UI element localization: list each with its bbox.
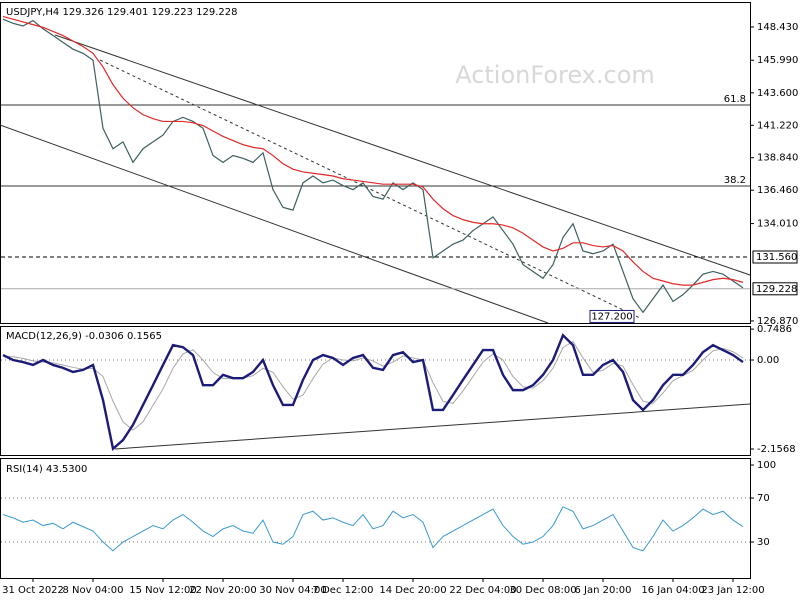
macd-frame [0, 326, 751, 456]
annotation-box [589, 309, 635, 323]
panel-header: USDJPY,H4 129.326 129.401 129.223 129.22… [6, 7, 237, 18]
x-tick-label: 23 Jan 12:00 [701, 585, 764, 596]
y-tick-label: 100 [757, 460, 776, 471]
watermark: ActionForex.com [455, 61, 655, 89]
annotation-label: 127.200 [591, 311, 632, 322]
panel-title: USDJPY,H4 [6, 7, 59, 18]
panel-reading: 43.5300 [46, 464, 87, 475]
fib-label: 38.2 [724, 175, 746, 186]
price-box [752, 282, 798, 296]
rsi-frame [0, 458, 751, 579]
panel-header: MACD(12,26,9) -0.0306 0.1565 [6, 331, 162, 342]
panel-reading: 129.326 [62, 7, 103, 18]
x-tick-label: 31 Oct 2022 [2, 585, 64, 596]
y-tick-label: 138.840 [757, 153, 798, 164]
panel-title: RSI(14) [6, 464, 43, 475]
fib-label: 61.8 [724, 94, 746, 105]
price-box-label: 129.228 [756, 284, 797, 295]
panel-header: RSI(14) 43.5300 [6, 464, 87, 475]
y-tick-label: 148.430 [757, 22, 798, 33]
y-tick-label: 30 [757, 537, 770, 548]
series-line [2, 506, 744, 552]
panel-reading: 0.1565 [127, 331, 162, 342]
channel-lower [0, 124, 549, 324]
price-box-label: 131.560 [756, 252, 797, 263]
x-tick-label: 14 Dec 20:00 [379, 585, 446, 596]
panel-reading: 129.401 [107, 7, 148, 18]
price-box [752, 250, 798, 264]
y-tick-label: 134.010 [757, 219, 798, 230]
macd-trendline [114, 403, 751, 450]
x-tick-label: 7 Dec 12:00 [313, 585, 374, 596]
panel-reading: 129.223 [152, 7, 193, 18]
x-tick-label: 30 Nov 04:00 [259, 585, 326, 596]
x-tick-label: 30 Dec 08:00 [509, 585, 576, 596]
series-line [2, 340, 744, 431]
x-tick-label: 15 Nov 12:00 [129, 585, 196, 596]
y-tick-label: -2.1568 [757, 444, 796, 455]
channel-mid [99, 59, 641, 319]
panel-reading: 129.228 [196, 7, 237, 18]
y-tick-label: 126.870 [757, 316, 798, 327]
x-tick-label: 8 Nov 04:00 [62, 585, 123, 596]
y-tick-label: 136.460 [757, 185, 798, 196]
panel-reading: -0.0306 [85, 331, 124, 342]
series-line [2, 15, 744, 286]
y-tick-label: 70 [757, 493, 770, 504]
y-tick-label: 0.00 [757, 355, 779, 366]
y-tick-label: 141.220 [757, 120, 798, 131]
channel-upper [54, 34, 751, 276]
x-tick-label: 22 Nov 20:00 [189, 585, 256, 596]
x-tick-label: 6 Jan 20:00 [575, 585, 632, 596]
y-tick-label: 145.990 [757, 55, 798, 66]
panel-title: MACD(12,26,9) [6, 331, 82, 342]
y-tick-label: 143.600 [757, 88, 798, 99]
y-tick-label: 0.7486 [757, 324, 792, 335]
x-tick-label: 16 Jan 04:00 [641, 585, 704, 596]
price-frame [0, 2, 751, 324]
series-line [2, 18, 744, 314]
x-tick-label: 22 Dec 04:00 [449, 585, 516, 596]
series-line [2, 333, 744, 451]
